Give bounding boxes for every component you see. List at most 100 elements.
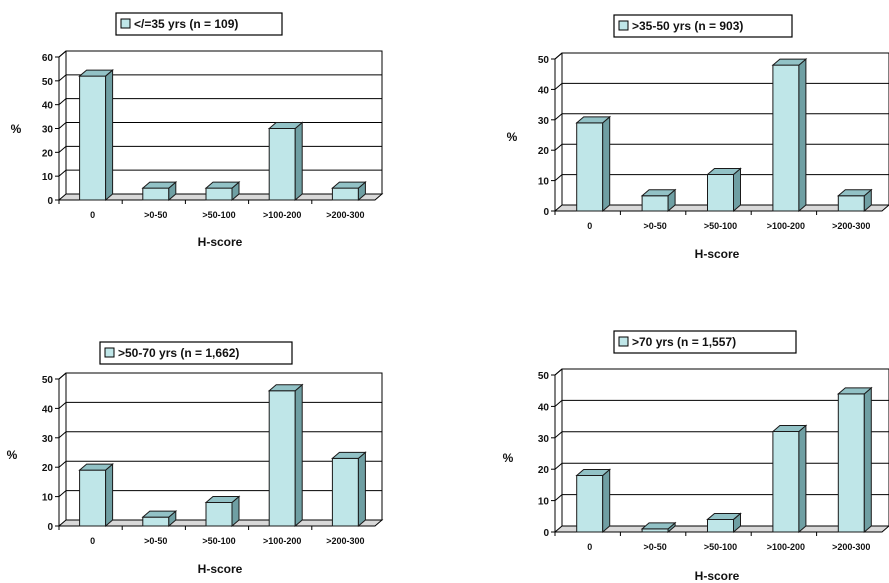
- chart-panel: 0 10 20 30 40 50 0 >0-50 >50-100 >100-200 >200-300…: [507, 14, 889, 261]
- x-tick-label: 0: [90, 536, 95, 546]
- gridline-side: [58, 372, 67, 380]
- bar-top: [706, 168, 742, 176]
- bar-side: [602, 115, 611, 213]
- y-tick-label: 10: [42, 172, 54, 183]
- bar: [836, 386, 873, 534]
- x-tick-label: >50-100: [704, 221, 737, 231]
- legend-swatch: [120, 18, 131, 29]
- bar: [267, 121, 304, 202]
- y-tick-label: 30: [538, 434, 550, 445]
- bar-top: [771, 425, 808, 433]
- plot-wall: [65, 372, 383, 521]
- legend-box: [613, 14, 793, 38]
- bar: [204, 495, 241, 528]
- y-tick-label: 60: [42, 53, 54, 64]
- gridline-side: [58, 50, 67, 58]
- y-axis-label: %: [7, 448, 18, 462]
- chart-panel: 0 10 20 30 40 50 60 0 >0-50 >50-100 >100-200 >200-3…: [11, 12, 384, 249]
- x-tick-label: >100-200: [263, 536, 301, 546]
- gridline-side: [58, 431, 67, 439]
- plot-wall: [561, 368, 889, 527]
- bar-side: [357, 451, 366, 528]
- legend: >70 yrs (n = 1,557): [613, 330, 797, 354]
- bar-front: [772, 64, 800, 212]
- bar: [267, 383, 304, 528]
- x-axis-title: H-score: [198, 562, 243, 576]
- y-tick-label: 10: [538, 497, 550, 508]
- bar-front: [707, 174, 734, 212]
- bar-side: [294, 121, 303, 202]
- bar-top: [141, 181, 178, 189]
- y-tick-label: 50: [538, 55, 550, 66]
- bar-top: [78, 463, 114, 471]
- bar-top: [575, 468, 612, 476]
- gridline-side: [554, 113, 563, 121]
- x-tick-label: >0-50: [144, 536, 167, 546]
- gridline-side: [554, 174, 563, 181]
- legend-swatch: [104, 347, 115, 358]
- x-tick-label: >200-300: [832, 542, 870, 552]
- gridline-side: [58, 169, 67, 177]
- y-axis-label: %: [507, 130, 518, 144]
- gridline-side: [58, 145, 67, 153]
- legend-label: </=35 yrs (n = 109): [134, 17, 238, 31]
- bar-front: [576, 474, 604, 533]
- bar-top: [836, 189, 873, 197]
- bar-front: [79, 75, 107, 201]
- bar-front: [837, 195, 865, 212]
- x-tick-label: >100-200: [263, 210, 301, 220]
- y-tick-label: 30: [42, 125, 54, 136]
- bar: [331, 451, 367, 528]
- bar: [331, 180, 367, 202]
- gridline-side: [554, 83, 563, 90]
- bar-front: [142, 516, 170, 527]
- bar-top: [267, 122, 304, 129]
- legend-label: >50-70 yrs (n = 1,662): [118, 346, 239, 360]
- x-axis-title: H-score: [695, 569, 740, 583]
- bar-front: [331, 457, 359, 527]
- x-tick-label: >200-300: [326, 210, 364, 220]
- x-tick-label: >0-50: [144, 210, 167, 220]
- bar: [141, 510, 178, 528]
- bar-side: [105, 68, 114, 202]
- bar-top: [771, 58, 808, 66]
- bar: [78, 68, 114, 202]
- y-axis-label: %: [503, 451, 514, 465]
- bar-side: [733, 167, 741, 213]
- chart-panel: 0 10 20 30 40 50 0 >0-50 >50-100 >100-200 >200-300…: [503, 330, 889, 583]
- bar-top: [78, 69, 114, 77]
- bar-front: [707, 518, 734, 533]
- bar: [836, 188, 873, 213]
- gridline-side: [58, 460, 67, 468]
- bar-top: [706, 512, 742, 520]
- legend-box: [613, 330, 797, 354]
- bar-top: [204, 495, 241, 503]
- x-axis-title: H-score: [198, 235, 243, 249]
- x-axis-title: H-score: [695, 247, 740, 261]
- bar-top: [640, 522, 677, 530]
- legend: </=35 yrs (n = 109): [115, 12, 283, 36]
- y-tick-label: 30: [538, 116, 550, 127]
- x-tick-label: >100-200: [767, 542, 805, 552]
- y-tick-label: 40: [42, 101, 54, 112]
- gridline-side: [554, 52, 563, 60]
- bar-front: [268, 128, 296, 201]
- y-tick-label: 20: [42, 463, 54, 474]
- y-tick-label: 50: [42, 77, 54, 88]
- y-axis-label: %: [11, 122, 22, 136]
- y-tick-label: 0: [47, 522, 53, 533]
- bar-front: [772, 431, 800, 533]
- gridline-side: [554, 400, 563, 407]
- legend: >35-50 yrs (n = 903): [613, 14, 793, 38]
- y-tick-label: 0: [543, 207, 549, 218]
- y-tick-label: 30: [42, 434, 54, 445]
- gridline-side: [554, 368, 563, 376]
- bar-front: [79, 469, 107, 527]
- y-tick-label: 10: [42, 493, 54, 504]
- bar: [78, 463, 114, 528]
- gridline-side: [58, 402, 67, 409]
- legend-swatch: [618, 336, 629, 347]
- legend: >50-70 yrs (n = 1,662): [99, 341, 293, 365]
- bar-front: [268, 390, 296, 527]
